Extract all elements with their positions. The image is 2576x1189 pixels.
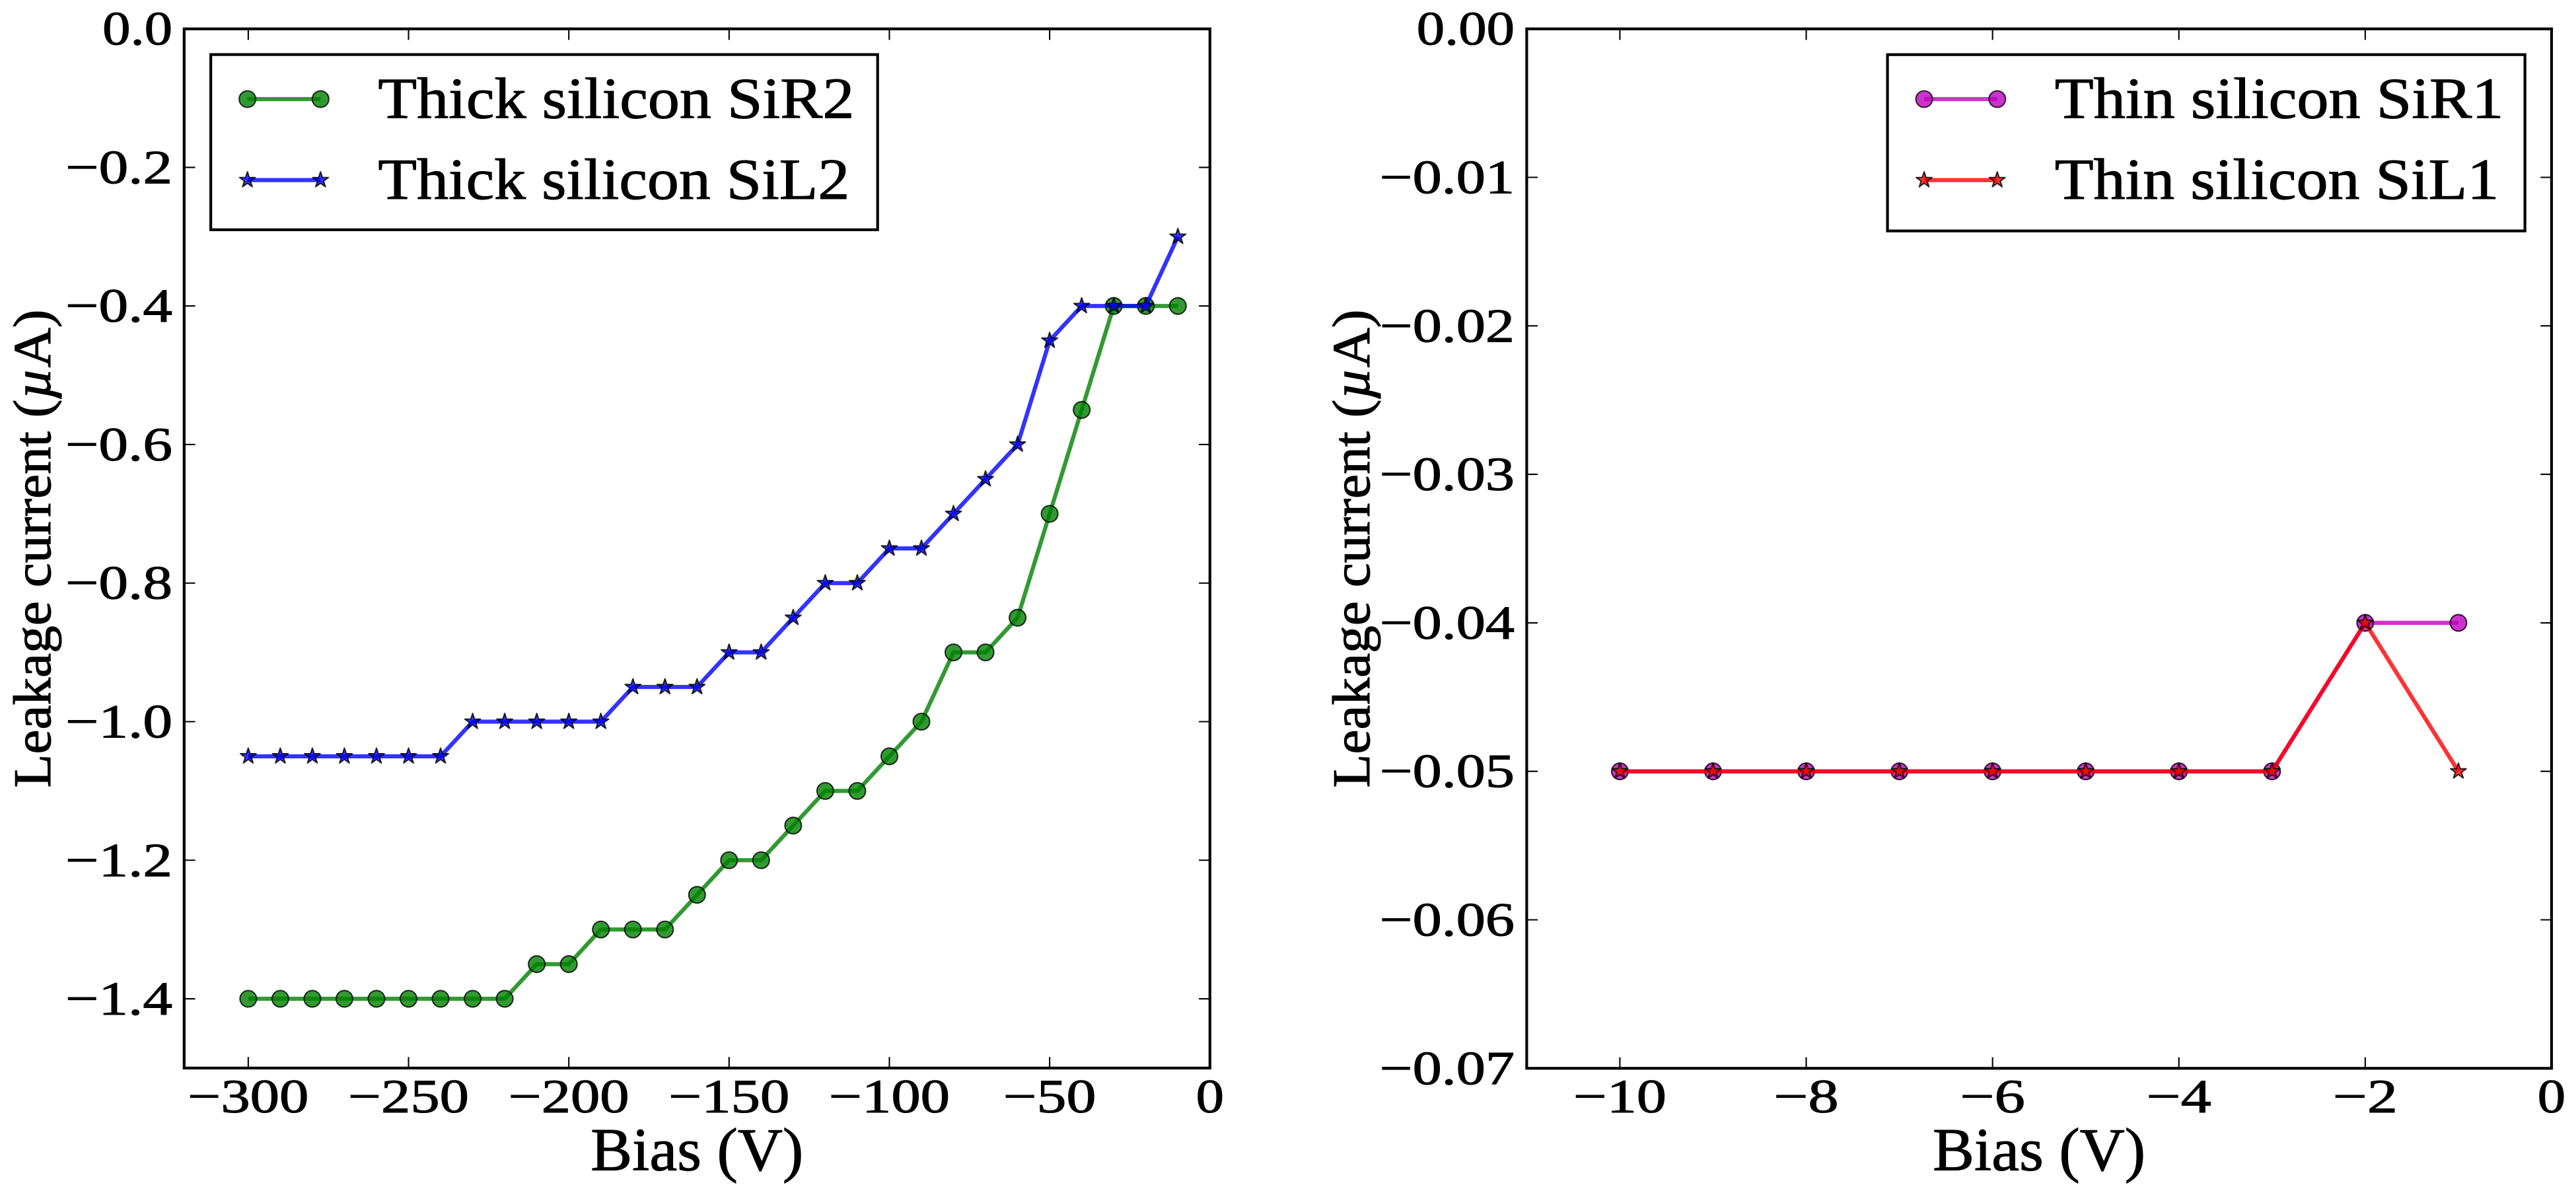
svg-text:−0.4: −0.4 (65, 279, 172, 332)
svg-text:−250: −250 (348, 1069, 469, 1123)
svg-text:−0.02: −0.02 (1380, 299, 1515, 352)
svg-text:−1.4: −1.4 (65, 972, 172, 1025)
svg-text:−50: −50 (1003, 1069, 1096, 1123)
svg-text:−300: −300 (188, 1069, 308, 1123)
svg-text:Thick silicon SiL2: Thick silicon SiL2 (378, 148, 849, 212)
svg-text:−100: −100 (829, 1069, 950, 1123)
svg-text:Thin silicon SiL1: Thin silicon SiL1 (2055, 148, 2499, 212)
svg-text:−1.2: −1.2 (65, 833, 172, 886)
svg-text:Leakage current (µA): Leakage current (µA) (4, 310, 62, 788)
svg-text:−0.8: −0.8 (65, 556, 172, 610)
svg-text:−8: −8 (1773, 1069, 1838, 1123)
svg-text:Leakage current (µA): Leakage current (µA) (1323, 310, 1381, 788)
svg-text:Thick silicon SiR2: Thick silicon SiR2 (378, 67, 854, 131)
svg-text:0.00: 0.00 (1417, 2, 1515, 55)
svg-text:−0.07: −0.07 (1380, 1041, 1515, 1095)
svg-text:0: 0 (1196, 1069, 1224, 1123)
svg-text:−0.01: −0.01 (1380, 151, 1515, 204)
svg-text:−0.2: −0.2 (65, 140, 172, 194)
svg-text:−0.06: −0.06 (1380, 893, 1515, 947)
svg-text:−0.03: −0.03 (1380, 447, 1515, 501)
svg-text:−0.05: −0.05 (1380, 744, 1515, 798)
svg-text:−2: −2 (2333, 1069, 2398, 1123)
svg-text:0.0: 0.0 (102, 2, 172, 55)
svg-text:−200: −200 (509, 1069, 629, 1123)
svg-text:−1.0: −1.0 (65, 695, 172, 748)
svg-text:0: 0 (2538, 1069, 2565, 1123)
svg-text:−150: −150 (668, 1069, 789, 1123)
svg-text:−0.04: −0.04 (1380, 596, 1515, 649)
svg-text:Bias (V): Bias (V) (1933, 1116, 2145, 1184)
svg-text:−4: −4 (2147, 1069, 2211, 1123)
svg-text:−6: −6 (1960, 1069, 2024, 1123)
svg-text:Bias (V): Bias (V) (590, 1116, 803, 1184)
svg-text:Thin silicon SiR1: Thin silicon SiR1 (2055, 67, 2504, 131)
svg-text:−0.6: −0.6 (65, 417, 172, 471)
svg-text:−10: −10 (1573, 1069, 1666, 1123)
